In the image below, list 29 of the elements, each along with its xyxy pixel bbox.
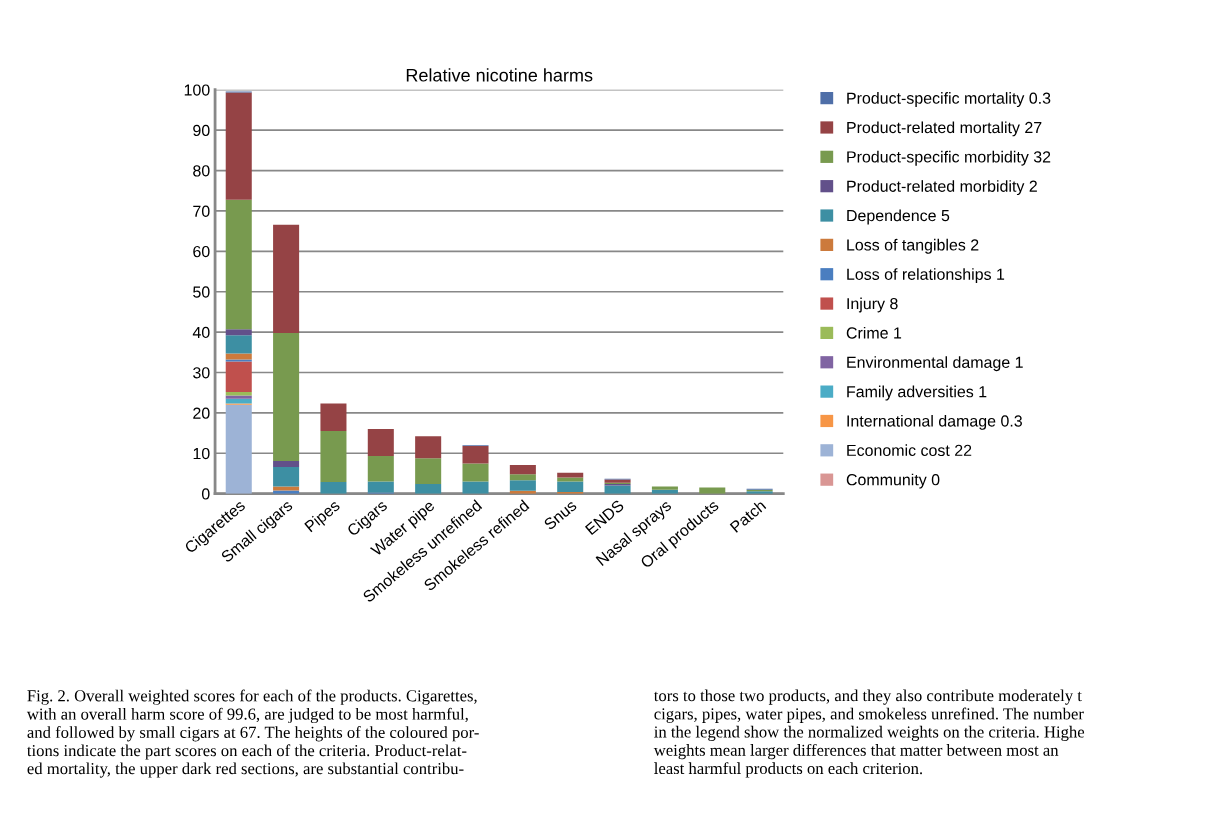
- legend-label: Product-specific morbidity 32: [847, 150, 1051, 166]
- caption: Fig. 2. Overall weighted scores for each of the products. Cigarettes, with an overall harm score of 99.6, are judged to be most harmful, and followed by small cigars at 67. The heights of the coloured por- tions indicate the part scores on each of the criteria. Product-relat- ed mortality, the upper dark red sections, are substantial contribu-: [26, 689, 479, 778]
- legend-label: Product-specific mortality 0.3: [847, 92, 1051, 107]
- legend-label: Family adversities 1: [847, 385, 987, 401]
- text: tors to those two products, and they also contribute moderately t cigars, pipes, water pipes, and smokeless unrefined. The number in the legend show the normalized weights on the criteria. Highe weights mean larger differences that matter between most an least harmful products on each criterion.: [653, 689, 1085, 778]
- legend-label: Community 0: [846, 473, 940, 489]
- y-tick-label: 10: [193, 447, 210, 460]
- legend-label: Loss of relationships 1: [847, 268, 1005, 284]
- y-tick-label: 70: [193, 205, 210, 217]
- legend-label: Loss of tangibles 2: [847, 238, 979, 254]
- y-tick-label: 60: [193, 245, 210, 258]
- legend-label: Economic cost 22: [847, 444, 972, 457]
- x-tick-label: Snus: [543, 499, 578, 531]
- legend-label: International damage 0.3: [847, 414, 1022, 430]
- y-tick-label: 90: [193, 124, 210, 137]
- legend-label: Environmental damage 1: [847, 356, 1023, 372]
- y-tick-label: 20: [193, 407, 210, 419]
- legend-label: Product-related morbidity 2: [847, 180, 1037, 196]
- legend-label: Product-related mortality 27: [847, 121, 1042, 137]
- y-tick-label: 100: [184, 84, 210, 96]
- chart-title: Relative nicotine harms: [406, 68, 593, 82]
- y-tick-label: 30: [193, 367, 210, 379]
- legend-label: Dependence 5: [847, 209, 950, 225]
- y-tick-label: 50: [193, 286, 210, 298]
- legend-label: Injury 8: [847, 297, 898, 313]
- y-tick-label: 40: [192, 326, 210, 339]
- legend-label: Crime 1: [846, 326, 902, 339]
- y-tick-label: 0: [201, 488, 210, 500]
- y-tick-label: 80: [193, 165, 210, 177]
